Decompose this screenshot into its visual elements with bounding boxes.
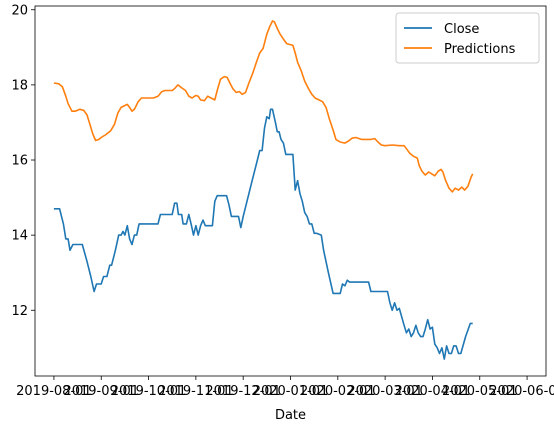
y-tick-label: 18 — [11, 78, 28, 93]
legend-label-close: Close — [444, 22, 479, 37]
x-tick-label: 2020-04-01 — [395, 384, 471, 399]
y-tick-label: 20 — [11, 3, 28, 18]
x-tick-label: 2019-08-01 — [16, 384, 92, 399]
x-tick-label: 2019-10-01 — [111, 384, 187, 399]
x-axis-title: Date — [275, 408, 306, 423]
x-tick-label: 2020-06-01 — [489, 384, 554, 399]
series-layer — [53, 20, 474, 360]
y-tick-label: 14 — [11, 229, 28, 244]
x-tick-label: 2020-02-01 — [300, 384, 376, 399]
plot-area — [35, 6, 546, 376]
y-tick-label: 12 — [11, 304, 28, 319]
legend-box — [395, 12, 540, 64]
x-tick-label: 2020-05-01 — [442, 384, 518, 399]
x-tick-label: 2020-03-01 — [347, 384, 423, 399]
legend-label-predictions: Predictions — [444, 42, 516, 57]
x-axis: 2019-08-012019-09-012019-10-012019-11-01… — [16, 376, 554, 399]
series-line-close — [53, 108, 473, 360]
y-tick-label: 16 — [11, 154, 28, 169]
x-tick-label: 2020-01-01 — [253, 384, 329, 399]
x-tick-label: 2019-09-01 — [63, 384, 139, 399]
series-line-predictions — [53, 20, 474, 193]
y-axis: 12 14 16 18 20 — [11, 3, 35, 319]
x-tick-label: 2019-11-01 — [158, 384, 234, 399]
legend: Close Predictions — [395, 12, 540, 64]
x-tick-label: 2019-12-01 — [205, 384, 281, 399]
